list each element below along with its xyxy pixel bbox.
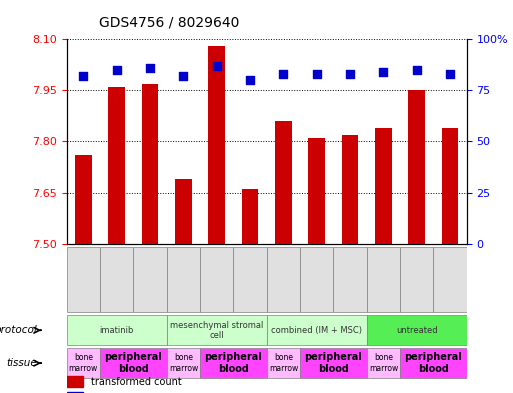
FancyBboxPatch shape — [67, 348, 100, 378]
Text: bone
marrow: bone marrow — [69, 353, 98, 373]
FancyBboxPatch shape — [267, 247, 300, 312]
FancyBboxPatch shape — [67, 315, 167, 345]
Point — [379, 69, 388, 75]
FancyBboxPatch shape — [267, 348, 300, 378]
Text: GDS4756 / 8029640: GDS4756 / 8029640 — [98, 16, 239, 30]
Bar — [175, 179, 192, 244]
Bar — [342, 135, 359, 244]
Point — [346, 71, 354, 77]
Bar — [67, 392, 83, 393]
FancyBboxPatch shape — [300, 247, 333, 312]
Text: protocol: protocol — [0, 325, 37, 335]
Text: peripheral
blood: peripheral blood — [205, 353, 262, 374]
FancyBboxPatch shape — [400, 348, 467, 378]
Point — [279, 71, 287, 77]
Bar — [108, 87, 125, 244]
Bar — [442, 128, 459, 244]
FancyBboxPatch shape — [200, 348, 267, 378]
Text: untreated: untreated — [396, 326, 438, 335]
Text: peripheral
blood: peripheral blood — [105, 353, 162, 374]
Text: imatinib: imatinib — [100, 326, 134, 335]
Text: bone
marrow: bone marrow — [169, 353, 198, 373]
Point — [146, 65, 154, 71]
Text: bone
marrow: bone marrow — [269, 353, 298, 373]
FancyBboxPatch shape — [200, 247, 233, 312]
Point — [112, 67, 121, 73]
Point — [246, 77, 254, 83]
Text: mesenchymal stromal
cell: mesenchymal stromal cell — [170, 321, 264, 340]
Text: peripheral
blood: peripheral blood — [305, 353, 362, 374]
FancyBboxPatch shape — [100, 348, 167, 378]
Bar — [67, 376, 83, 387]
FancyBboxPatch shape — [333, 247, 367, 312]
Bar — [75, 155, 92, 244]
Point — [79, 73, 87, 79]
FancyBboxPatch shape — [167, 348, 200, 378]
Bar — [208, 46, 225, 244]
Point — [412, 67, 421, 73]
FancyBboxPatch shape — [167, 315, 267, 345]
Bar — [375, 128, 392, 244]
FancyBboxPatch shape — [400, 247, 433, 312]
FancyBboxPatch shape — [167, 247, 200, 312]
FancyBboxPatch shape — [67, 247, 100, 312]
FancyBboxPatch shape — [367, 315, 467, 345]
Point — [179, 73, 187, 79]
FancyBboxPatch shape — [267, 315, 367, 345]
Bar — [408, 90, 425, 244]
FancyBboxPatch shape — [133, 247, 167, 312]
Bar — [142, 84, 159, 244]
Text: tissue: tissue — [6, 358, 37, 368]
Bar — [275, 121, 292, 244]
FancyBboxPatch shape — [300, 348, 367, 378]
FancyBboxPatch shape — [367, 348, 400, 378]
Text: peripheral
blood: peripheral blood — [405, 353, 462, 374]
FancyBboxPatch shape — [433, 247, 467, 312]
Bar — [308, 138, 325, 244]
Bar — [242, 189, 259, 244]
FancyBboxPatch shape — [233, 247, 267, 312]
Text: combined (IM + MSC): combined (IM + MSC) — [271, 326, 362, 335]
Point — [312, 71, 321, 77]
Point — [446, 71, 454, 77]
Text: transformed count: transformed count — [91, 377, 182, 387]
Point — [212, 63, 221, 69]
FancyBboxPatch shape — [367, 247, 400, 312]
Text: bone
marrow: bone marrow — [369, 353, 398, 373]
FancyBboxPatch shape — [100, 247, 133, 312]
